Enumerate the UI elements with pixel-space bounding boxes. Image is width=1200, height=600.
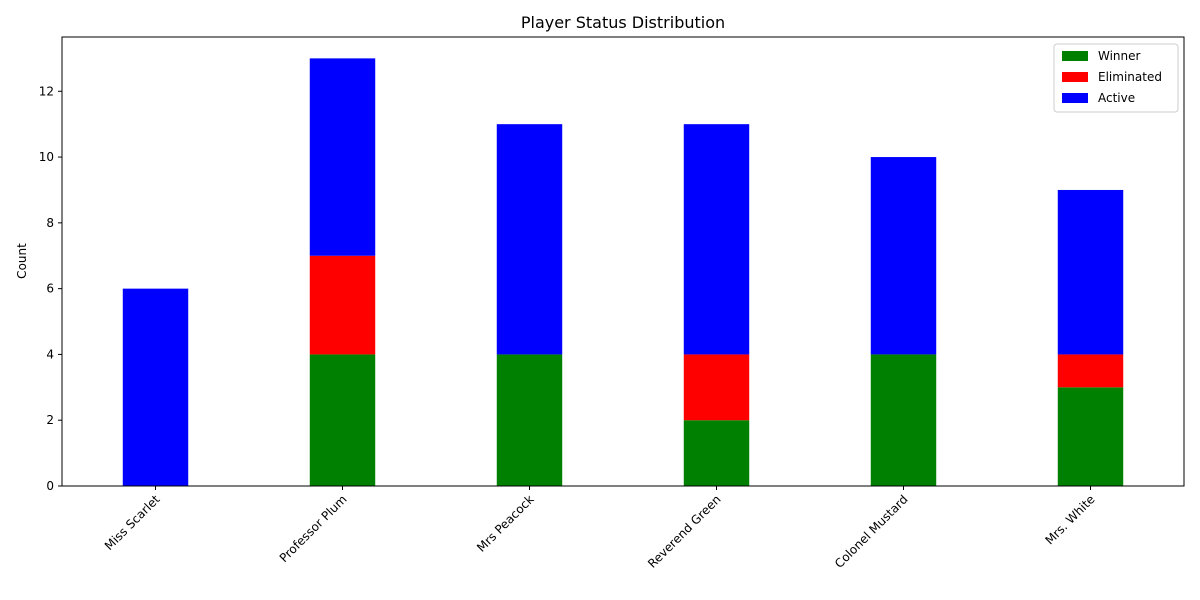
y-tick-label: 8 bbox=[46, 216, 54, 230]
legend-swatch-eliminated bbox=[1062, 72, 1088, 82]
legend-swatch-active bbox=[1062, 93, 1088, 103]
y-tick-label: 0 bbox=[46, 479, 54, 493]
y-tick-label: 12 bbox=[39, 84, 54, 98]
x-tick-label-mrs-white: Mrs. White bbox=[1042, 492, 1097, 547]
y-tick-label: 4 bbox=[46, 347, 54, 361]
x-tick-label-mrs-peacock: Mrs Peacock bbox=[474, 492, 537, 555]
bar-active-miss-scarlet bbox=[122, 288, 189, 486]
bar-winner-reverend-green bbox=[683, 420, 750, 486]
bar-active-professor-plum bbox=[309, 58, 376, 256]
bar-active-mrs-white bbox=[1057, 189, 1124, 355]
y-axis-label: Count bbox=[15, 243, 29, 279]
plot-frame bbox=[61, 36, 1185, 487]
bar-eliminated-professor-plum bbox=[309, 255, 376, 355]
y-axis-ticks: 0 2 4 6 8 10 12 bbox=[39, 84, 62, 493]
y-tick-label: 10 bbox=[39, 150, 54, 164]
bar-eliminated-reverend-green bbox=[683, 354, 750, 421]
bar-winner-professor-plum bbox=[309, 354, 376, 486]
x-tick-label-miss-scarlet: Miss Scarlet bbox=[102, 492, 163, 553]
legend: Winner Eliminated Active bbox=[1053, 43, 1179, 113]
bar-eliminated-mrs-white bbox=[1057, 354, 1124, 388]
bar-active-colonel-mustard bbox=[870, 157, 937, 355]
bar-active-mrs-peacock bbox=[496, 124, 563, 355]
legend-swatch-winner bbox=[1062, 51, 1088, 61]
bar-winner-mrs-white bbox=[1057, 387, 1124, 486]
legend-label-eliminated: Eliminated bbox=[1098, 70, 1162, 84]
bars-layer bbox=[122, 58, 1124, 486]
bar-active-reverend-green bbox=[683, 124, 750, 355]
x-axis-ticks: Miss Scarlet Professor Plum Mrs Peacock Rev… bbox=[102, 486, 1098, 571]
bar-winner-colonel-mustard bbox=[870, 354, 937, 486]
x-tick-label-reverend-green: Reverend Green bbox=[645, 492, 724, 571]
legend-label-winner: Winner bbox=[1098, 49, 1141, 63]
bar-winner-mrs-peacock bbox=[496, 354, 563, 486]
y-tick-label: 2 bbox=[46, 413, 54, 427]
x-tick-label-colonel-mustard: Colonel Mustard bbox=[832, 492, 911, 571]
x-tick-label-professor-plum: Professor Plum bbox=[277, 492, 350, 565]
legend-label-active: Active bbox=[1098, 91, 1135, 105]
chart-title: Player Status Distribution bbox=[521, 13, 725, 32]
y-tick-label: 6 bbox=[46, 282, 54, 296]
